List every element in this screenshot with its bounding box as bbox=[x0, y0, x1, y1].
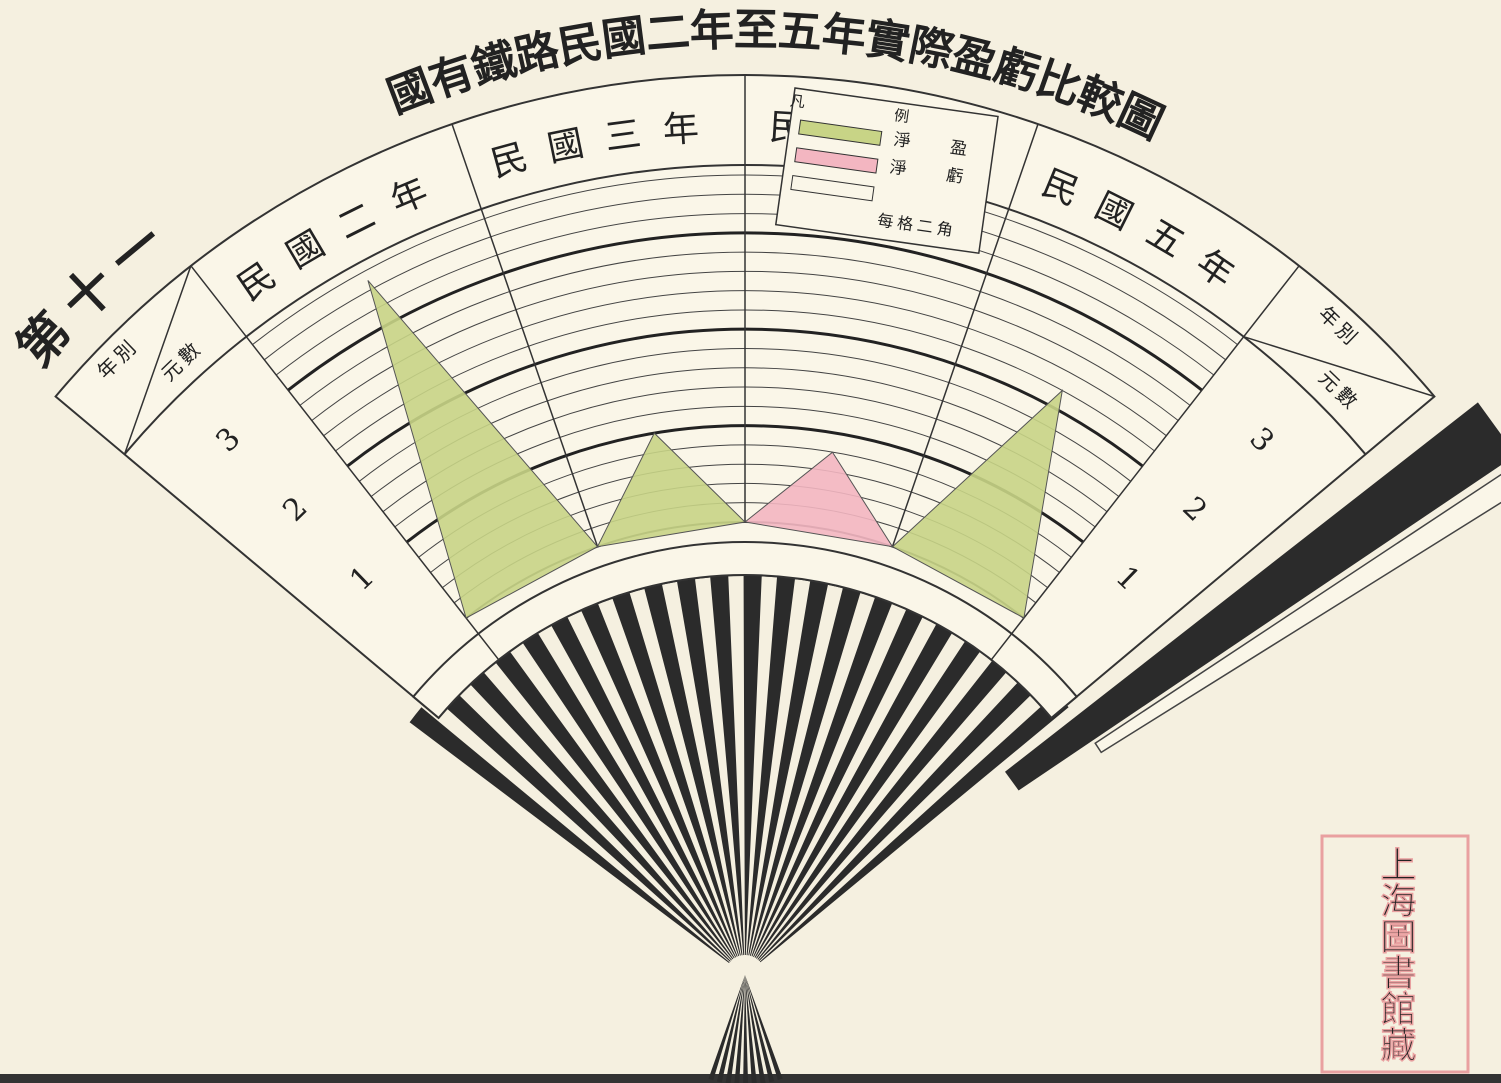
fan-rib bbox=[758, 667, 1046, 961]
fan-rib bbox=[708, 555, 745, 956]
fan-handle-rib bbox=[725, 975, 745, 1083]
bottom-edge bbox=[0, 1074, 1501, 1083]
fan-rib bbox=[456, 657, 732, 961]
fan-rib bbox=[753, 590, 932, 958]
legend-swatch bbox=[798, 119, 883, 146]
seal-text: 上海圖書館藏 bbox=[1375, 846, 1417, 1062]
fan-handle-rib bbox=[743, 975, 749, 1083]
fan-rib bbox=[431, 681, 731, 962]
corner-diagonal bbox=[123, 265, 192, 455]
fan-rib bbox=[754, 606, 963, 958]
fan-pivot bbox=[734, 970, 744, 980]
fan-rib bbox=[746, 556, 798, 956]
fan-rib bbox=[748, 560, 833, 956]
fan-rib bbox=[572, 584, 738, 957]
fan-rib bbox=[511, 615, 735, 959]
fan-guard-edge bbox=[1094, 473, 1501, 754]
fan-rib bbox=[757, 644, 1020, 960]
fan-handle-rib bbox=[745, 975, 775, 1083]
fan-rib bbox=[749, 567, 867, 956]
column-divider bbox=[891, 123, 1039, 547]
fan-rib bbox=[751, 577, 900, 957]
fan-rib bbox=[743, 554, 763, 955]
fan-rib bbox=[483, 635, 734, 960]
seal-border bbox=[1320, 834, 1470, 1074]
legend-swatch bbox=[794, 147, 879, 174]
fan-triangle bbox=[743, 451, 894, 548]
fan-rib bbox=[541, 598, 737, 958]
fan-handle-rib bbox=[708, 975, 745, 1081]
column-divider bbox=[451, 123, 599, 547]
fan-triangle bbox=[367, 280, 599, 619]
fan-handle-rib bbox=[716, 975, 745, 1083]
fan-handle-rib bbox=[745, 975, 757, 1083]
fan-inner-band bbox=[411, 541, 1079, 720]
column-divider bbox=[990, 265, 1300, 661]
fan-triangle bbox=[891, 389, 1064, 619]
fan-handle-rib bbox=[734, 975, 745, 1083]
fan-rib bbox=[605, 572, 740, 957]
fan-rib bbox=[759, 692, 1069, 963]
fan-guard bbox=[1005, 402, 1501, 791]
fan-triangle bbox=[596, 432, 747, 548]
corner-diagonal bbox=[1243, 335, 1435, 398]
fan-rib bbox=[409, 707, 730, 963]
legend-swatch-grid bbox=[790, 174, 875, 202]
fan-handle-rib bbox=[745, 975, 783, 1080]
fan-rib bbox=[673, 558, 743, 956]
fan-rib bbox=[756, 624, 992, 959]
column-divider bbox=[190, 265, 500, 661]
fan-rib bbox=[639, 564, 741, 956]
